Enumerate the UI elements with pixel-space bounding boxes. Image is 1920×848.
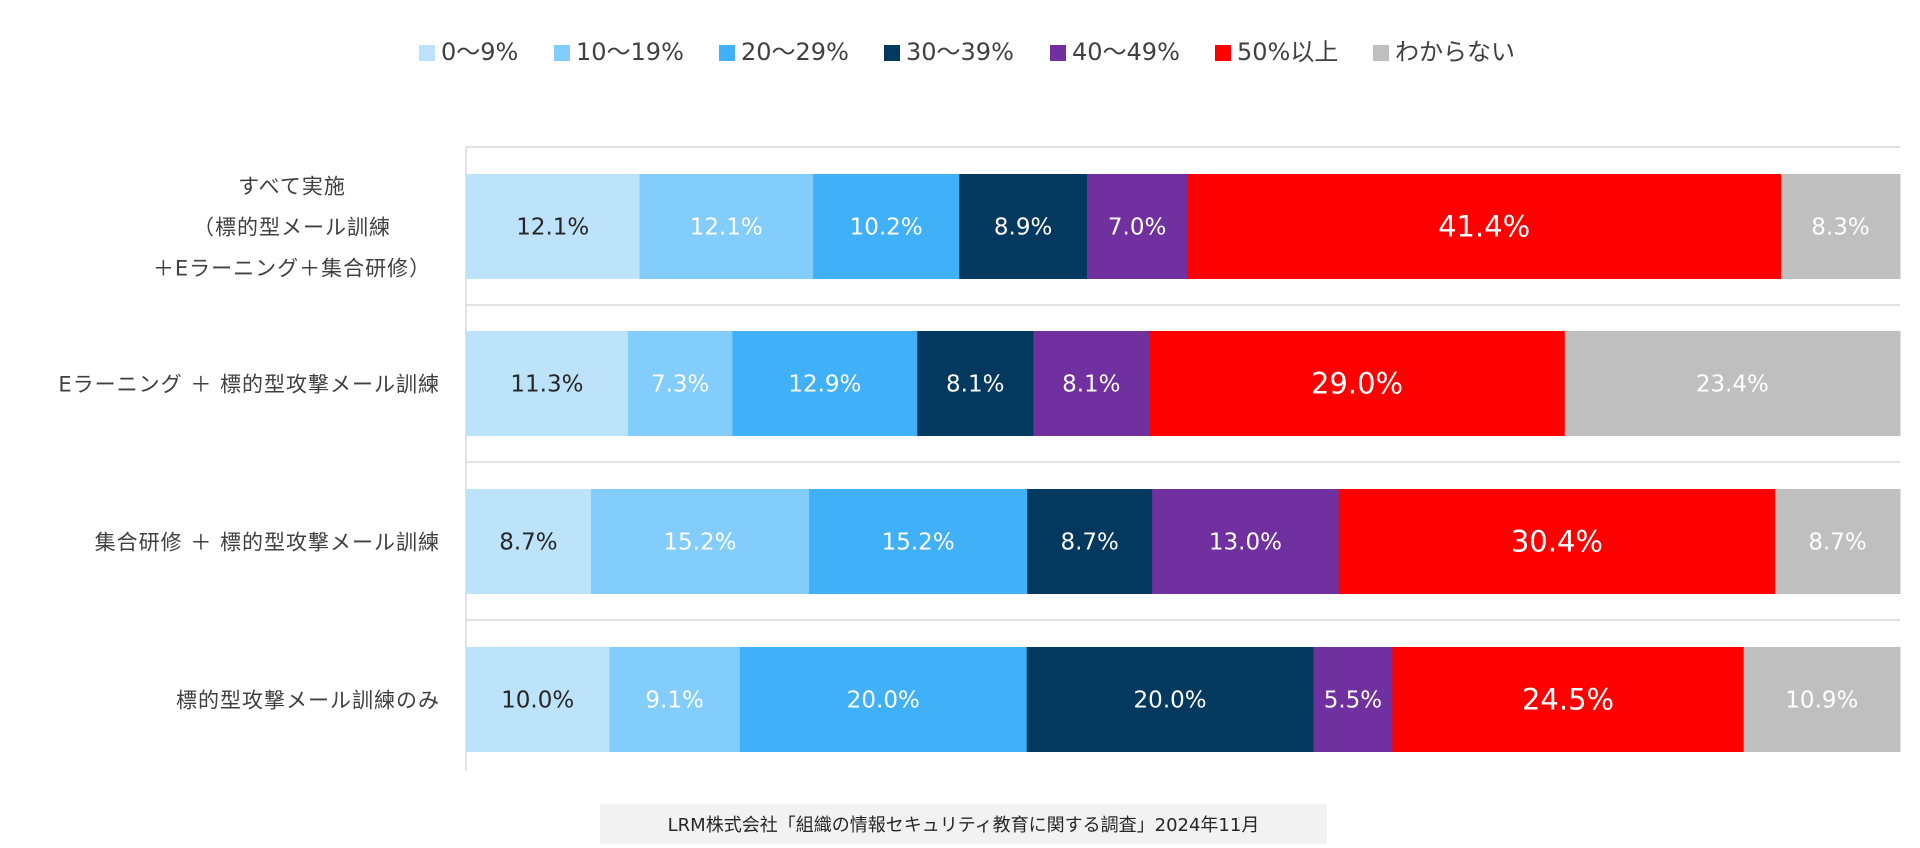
data-label: 10.9%	[1785, 688, 1858, 714]
legend-label: 0～9%	[441, 38, 518, 66]
legend-swatch	[419, 45, 435, 61]
source-text: LRM株式会社「組織の情報セキュリティ教育に関する調査」2024年11月	[667, 815, 1260, 836]
legend-swatch	[1373, 45, 1389, 61]
legend-swatch	[719, 45, 735, 61]
data-label: 11.3%	[510, 372, 583, 398]
source-box: LRM株式会社「組織の情報セキュリティ教育に関する調査」2024年11月	[600, 804, 1327, 844]
data-label: 8.7%	[499, 530, 557, 556]
data-label: 8.1%	[1062, 372, 1120, 398]
bar-segment	[959, 174, 1088, 279]
bar-segment	[1564, 331, 1901, 436]
bar-segment	[627, 331, 733, 436]
data-label: 12.1%	[690, 215, 763, 241]
data-label: 10.0%	[501, 688, 574, 714]
bar-segment	[739, 647, 1028, 752]
bar-segment	[1149, 331, 1566, 436]
bar-segment	[466, 174, 641, 279]
bar-segment	[1392, 647, 1745, 752]
category-label: 標的型攻撃メール訓練のみ	[176, 689, 440, 713]
bar-segment	[809, 489, 1028, 594]
bars: 12.1% 12.1% 10.2% 8.9% 7.0% 41.4% 8.3% 11.3% 7.3…	[466, 174, 1901, 752]
bar-segment	[1027, 489, 1153, 594]
bar-segment	[1026, 647, 1314, 752]
bar-segment	[1743, 647, 1901, 752]
row-separators	[466, 146, 1900, 621]
data-label: 23.4%	[1696, 372, 1769, 398]
legend-swatch	[1215, 45, 1231, 61]
data-label: 15.2%	[663, 530, 736, 556]
category-label-line: 集合研修 ＋ 標的型攻撃メール訓練	[95, 531, 440, 555]
data-label: 13.0%	[1209, 530, 1282, 556]
category-label-line: 標的型攻撃メール訓練のみ	[176, 689, 440, 713]
category-label: Eラーニング ＋ 標的型攻撃メール訓練	[58, 373, 440, 397]
bar-segment	[1775, 489, 1901, 594]
data-label: 9.1%	[645, 688, 703, 714]
legend-label: 30～39%	[906, 38, 1014, 66]
legend-label: わからない	[1395, 38, 1515, 66]
category-label-line: Eラーニング ＋ 標的型攻撃メール訓練	[58, 373, 440, 397]
bar-segment	[466, 331, 629, 436]
legend-label: 20～29%	[741, 38, 849, 66]
bar-segment	[1033, 331, 1150, 436]
legend-label: 10～19%	[576, 38, 684, 66]
bar-segment	[1152, 489, 1340, 594]
bar-segment	[1313, 647, 1393, 752]
legend-label: 40～49%	[1072, 38, 1180, 66]
data-label: 8.3%	[1811, 215, 1869, 241]
bar-segment	[917, 331, 1034, 436]
category-label: すべて実施 （標的型メール訓練 ＋Eラーニング＋集合研修）	[153, 175, 431, 281]
category-labels: すべて実施 （標的型メール訓練 ＋Eラーニング＋集合研修） Eラーニング ＋ 標的型攻…	[58, 175, 440, 713]
category-label: 集合研修 ＋ 標的型攻撃メール訓練	[95, 531, 440, 555]
data-label: 7.3%	[651, 372, 709, 398]
data-label: 24.5%	[1522, 683, 1614, 717]
data-label: 20.0%	[1134, 688, 1207, 714]
data-label: 8.9%	[994, 215, 1052, 241]
data-label: 29.0%	[1311, 367, 1403, 401]
legend: 0～9% 10～19% 20～29% 30～39% 40～49% 50%以上 わからない	[419, 38, 1515, 66]
data-label: 41.4%	[1438, 210, 1530, 244]
data-label: 15.2%	[882, 530, 955, 556]
bar-segment	[732, 331, 918, 436]
legend-swatch	[884, 45, 900, 61]
data-label: 10.2%	[850, 215, 923, 241]
data-label: 12.9%	[788, 372, 861, 398]
category-label-line: すべて実施	[238, 175, 346, 199]
bar-segment	[1187, 174, 1782, 279]
bar-segment	[466, 647, 610, 752]
bar-segment	[590, 489, 810, 594]
data-label: 20.0%	[847, 688, 920, 714]
data-label: 7.0%	[1108, 215, 1166, 241]
legend-label: 50%以上	[1237, 38, 1338, 66]
category-label-line: ＋Eラーニング＋集合研修）	[153, 257, 431, 281]
data-label: 8.7%	[1060, 530, 1118, 556]
legend-swatch	[1050, 45, 1066, 61]
bar-segment	[813, 174, 960, 279]
data-label: 8.1%	[946, 372, 1004, 398]
category-label-line: （標的型メール訓練	[193, 216, 391, 240]
bar-segment	[1780, 174, 1901, 279]
legend-swatch	[554, 45, 570, 61]
data-label: 12.1%	[516, 215, 589, 241]
bar-segment	[466, 489, 592, 594]
bar-segment	[1338, 489, 1776, 594]
bar-segment	[609, 647, 741, 752]
bar-segment	[1086, 174, 1188, 279]
data-label: 30.4%	[1511, 525, 1603, 559]
data-label: 5.5%	[1324, 688, 1382, 714]
bar-segment	[639, 174, 814, 279]
data-label: 8.7%	[1808, 530, 1866, 556]
